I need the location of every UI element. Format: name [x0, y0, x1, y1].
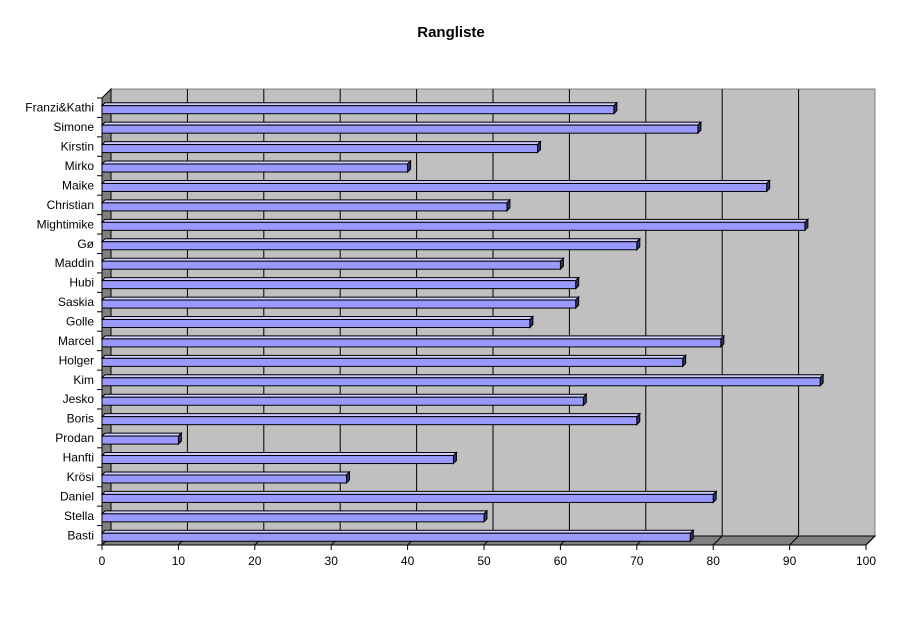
category-label: Prodan [55, 431, 94, 445]
bar [101, 357, 684, 367]
category-label: Mightimike [37, 217, 95, 231]
floor-gridline [789, 535, 799, 546]
bar [101, 416, 638, 426]
category-label: Marcel [58, 334, 94, 348]
category-label: Gø [77, 237, 94, 251]
x-tick-label: 90 [783, 554, 797, 568]
category-label: Mirko [65, 159, 95, 173]
x-tick-label: 30 [325, 554, 339, 568]
category-label: Hanfti [63, 451, 94, 465]
bar [101, 221, 806, 231]
category-label: Boris [67, 412, 94, 426]
category-label: Golle [66, 315, 94, 329]
bar [101, 319, 531, 328]
bar [101, 532, 691, 542]
category-label: Franzi&Kathi [25, 101, 94, 115]
category-label: Krösi [67, 470, 94, 484]
category-label: Christian [47, 198, 94, 212]
x-tick-label: 100 [856, 554, 876, 568]
bar [101, 105, 615, 115]
x-tick-label: 60 [554, 554, 568, 568]
category-label: Kim [73, 373, 94, 387]
category-label: Basti [67, 528, 94, 542]
bar [101, 513, 485, 523]
category-label: Kirstin [61, 140, 94, 154]
x-tick-label: 50 [477, 554, 491, 568]
bar [101, 280, 577, 290]
category-label: Maddin [55, 256, 94, 270]
floor-gridline [712, 535, 723, 546]
category-label: Hubi [69, 276, 94, 290]
bar [101, 163, 409, 173]
chart-title: Rangliste [417, 24, 485, 41]
category-label: Maike [62, 178, 94, 192]
bar [101, 241, 638, 251]
bar [101, 338, 722, 348]
x-tick-label: 20 [248, 554, 262, 568]
bar [101, 182, 768, 192]
bar [101, 435, 179, 445]
bar [101, 377, 821, 387]
category-label: Simone [53, 120, 94, 134]
category-label: Holger [59, 353, 94, 367]
bar [101, 396, 584, 406]
bar [101, 202, 508, 212]
x-tick-label: 0 [99, 554, 106, 568]
x-tick-label: 80 [707, 554, 721, 568]
bar [101, 299, 577, 309]
category-label: Jesko [63, 392, 95, 406]
category-label: Saskia [58, 295, 94, 309]
bar [101, 493, 714, 503]
floor-gridline [865, 535, 876, 546]
category-label: Daniel [60, 489, 94, 503]
x-tick-label: 40 [401, 554, 415, 568]
bar [101, 474, 347, 484]
x-tick-label: 10 [172, 554, 186, 568]
x-tick-label: 70 [630, 554, 644, 568]
plot-area: 0 10 20 30 40 50 60 70 80 90 100 Franzi&Kathi Simone… [25, 87, 876, 568]
bar [101, 455, 454, 465]
bar [101, 260, 561, 270]
bar [101, 124, 699, 134]
bar [101, 144, 538, 154]
category-label: Stella [64, 509, 94, 523]
